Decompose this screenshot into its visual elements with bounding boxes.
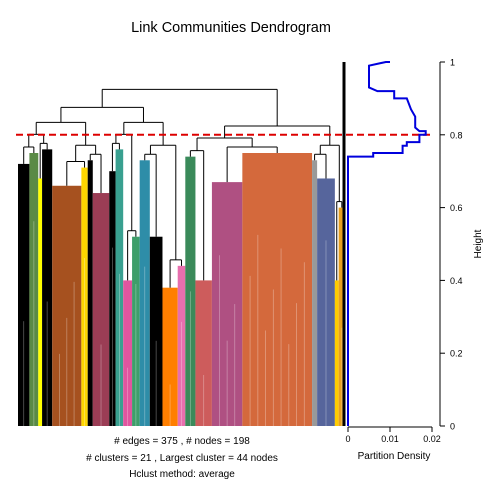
height-tick-label-0: 0 [450,422,455,432]
height-tick-label-5: 1 [450,58,455,68]
community-block-14 [149,236,163,426]
community-block-7 [87,160,93,426]
community-block-16 [177,265,186,426]
community-block-13 [139,160,150,426]
partition-density-area [347,61,427,426]
height-axis: 0 0.2 0.4 0.6 0.8 1 [439,58,463,432]
community-block-4 [42,149,53,427]
community-block-24 [338,207,345,426]
partition-density-curve [347,61,427,426]
community-block-18 [195,280,212,426]
community-block-3 [38,178,43,426]
community-block-10 [115,149,124,427]
community-block-17 [185,156,196,426]
density-axis-label: Partition Density [358,451,431,462]
community-block-6 [81,167,88,426]
community-block-15 [162,287,178,426]
community-block-2 [29,153,39,426]
community-block-19 [211,182,243,426]
height-tick-label-1: 0.2 [450,349,463,359]
chart-title: Link Communities Dendrogram [131,20,331,36]
summary-clusters: # clusters = 21 , Largest cluster = 44 n… [86,453,278,464]
summary-edges-nodes: # edges = 375 , # nodes = 198 [114,436,250,447]
community-block-20 [242,153,313,426]
community-block-8 [92,193,110,426]
community-block-11 [123,280,133,426]
community-block-23 [334,280,339,426]
density-axis: 0 0.01 0.02 [345,426,441,444]
community-block-5 [52,185,82,426]
community-block-22 [317,178,335,426]
community-block-21 [312,160,318,426]
community-block-1 [18,163,30,427]
community-block-9 [109,171,116,426]
height-tick-label-4: 0.8 [450,130,463,140]
density-tick-label-2: 0.02 [423,434,441,444]
summary-method: Hclust method: average [129,469,235,480]
density-tick-label-0: 0 [345,434,350,444]
community-block-12 [132,236,140,426]
height-tick-label-2: 0.4 [450,276,463,286]
height-tick-label-3: 0.6 [450,203,463,213]
height-axis-label: Height [473,229,484,258]
density-tick-label-1: 0.01 [381,434,399,444]
dendrogram-area [16,62,434,427]
